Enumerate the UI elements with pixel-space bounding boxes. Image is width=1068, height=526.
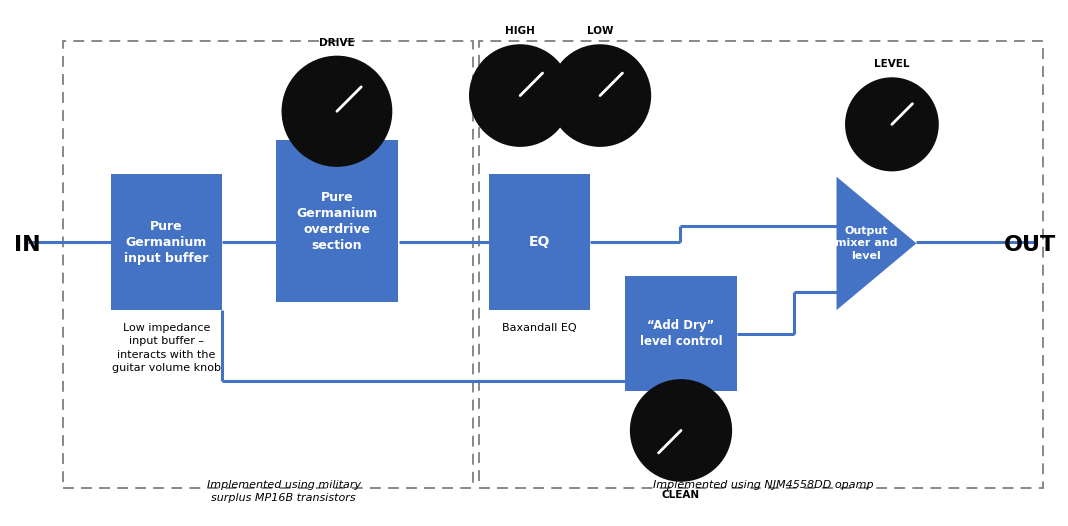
Text: “Add Dry”
level control: “Add Dry” level control [640,319,722,348]
Text: LEVEL: LEVEL [875,59,910,69]
Text: CLEAN: CLEAN [662,490,700,500]
Ellipse shape [282,56,392,167]
FancyBboxPatch shape [276,140,398,302]
Text: Implemented using NJM4558DD opamp: Implemented using NJM4558DD opamp [653,480,874,490]
Text: Implemented using military
surplus MP16B transistors: Implemented using military surplus MP16B… [206,480,361,503]
Text: Pure
Germanium
input buffer: Pure Germanium input buffer [124,219,208,265]
Text: Pure
Germanium
overdrive
section: Pure Germanium overdrive section [296,190,378,251]
Text: OUT: OUT [1004,235,1056,255]
Text: Low impedance
input buffer –
interacts with the
guitar volume knob: Low impedance input buffer – interacts w… [112,323,221,373]
Ellipse shape [469,44,571,147]
Text: LOW: LOW [586,26,613,36]
Text: IN: IN [14,235,41,255]
Text: EQ: EQ [529,235,550,249]
Ellipse shape [845,77,939,171]
Bar [63,41,473,488]
FancyBboxPatch shape [625,276,737,391]
Text: DRIVE: DRIVE [319,38,355,48]
Polygon shape [836,177,916,310]
Text: HIGH: HIGH [505,26,535,36]
FancyBboxPatch shape [111,174,222,310]
Ellipse shape [630,379,733,482]
FancyBboxPatch shape [489,174,590,310]
Ellipse shape [549,44,651,147]
Text: Baxandall EQ: Baxandall EQ [502,323,577,333]
Bar [478,41,1043,488]
Text: Output
mixer and
level: Output mixer and level [835,226,897,261]
